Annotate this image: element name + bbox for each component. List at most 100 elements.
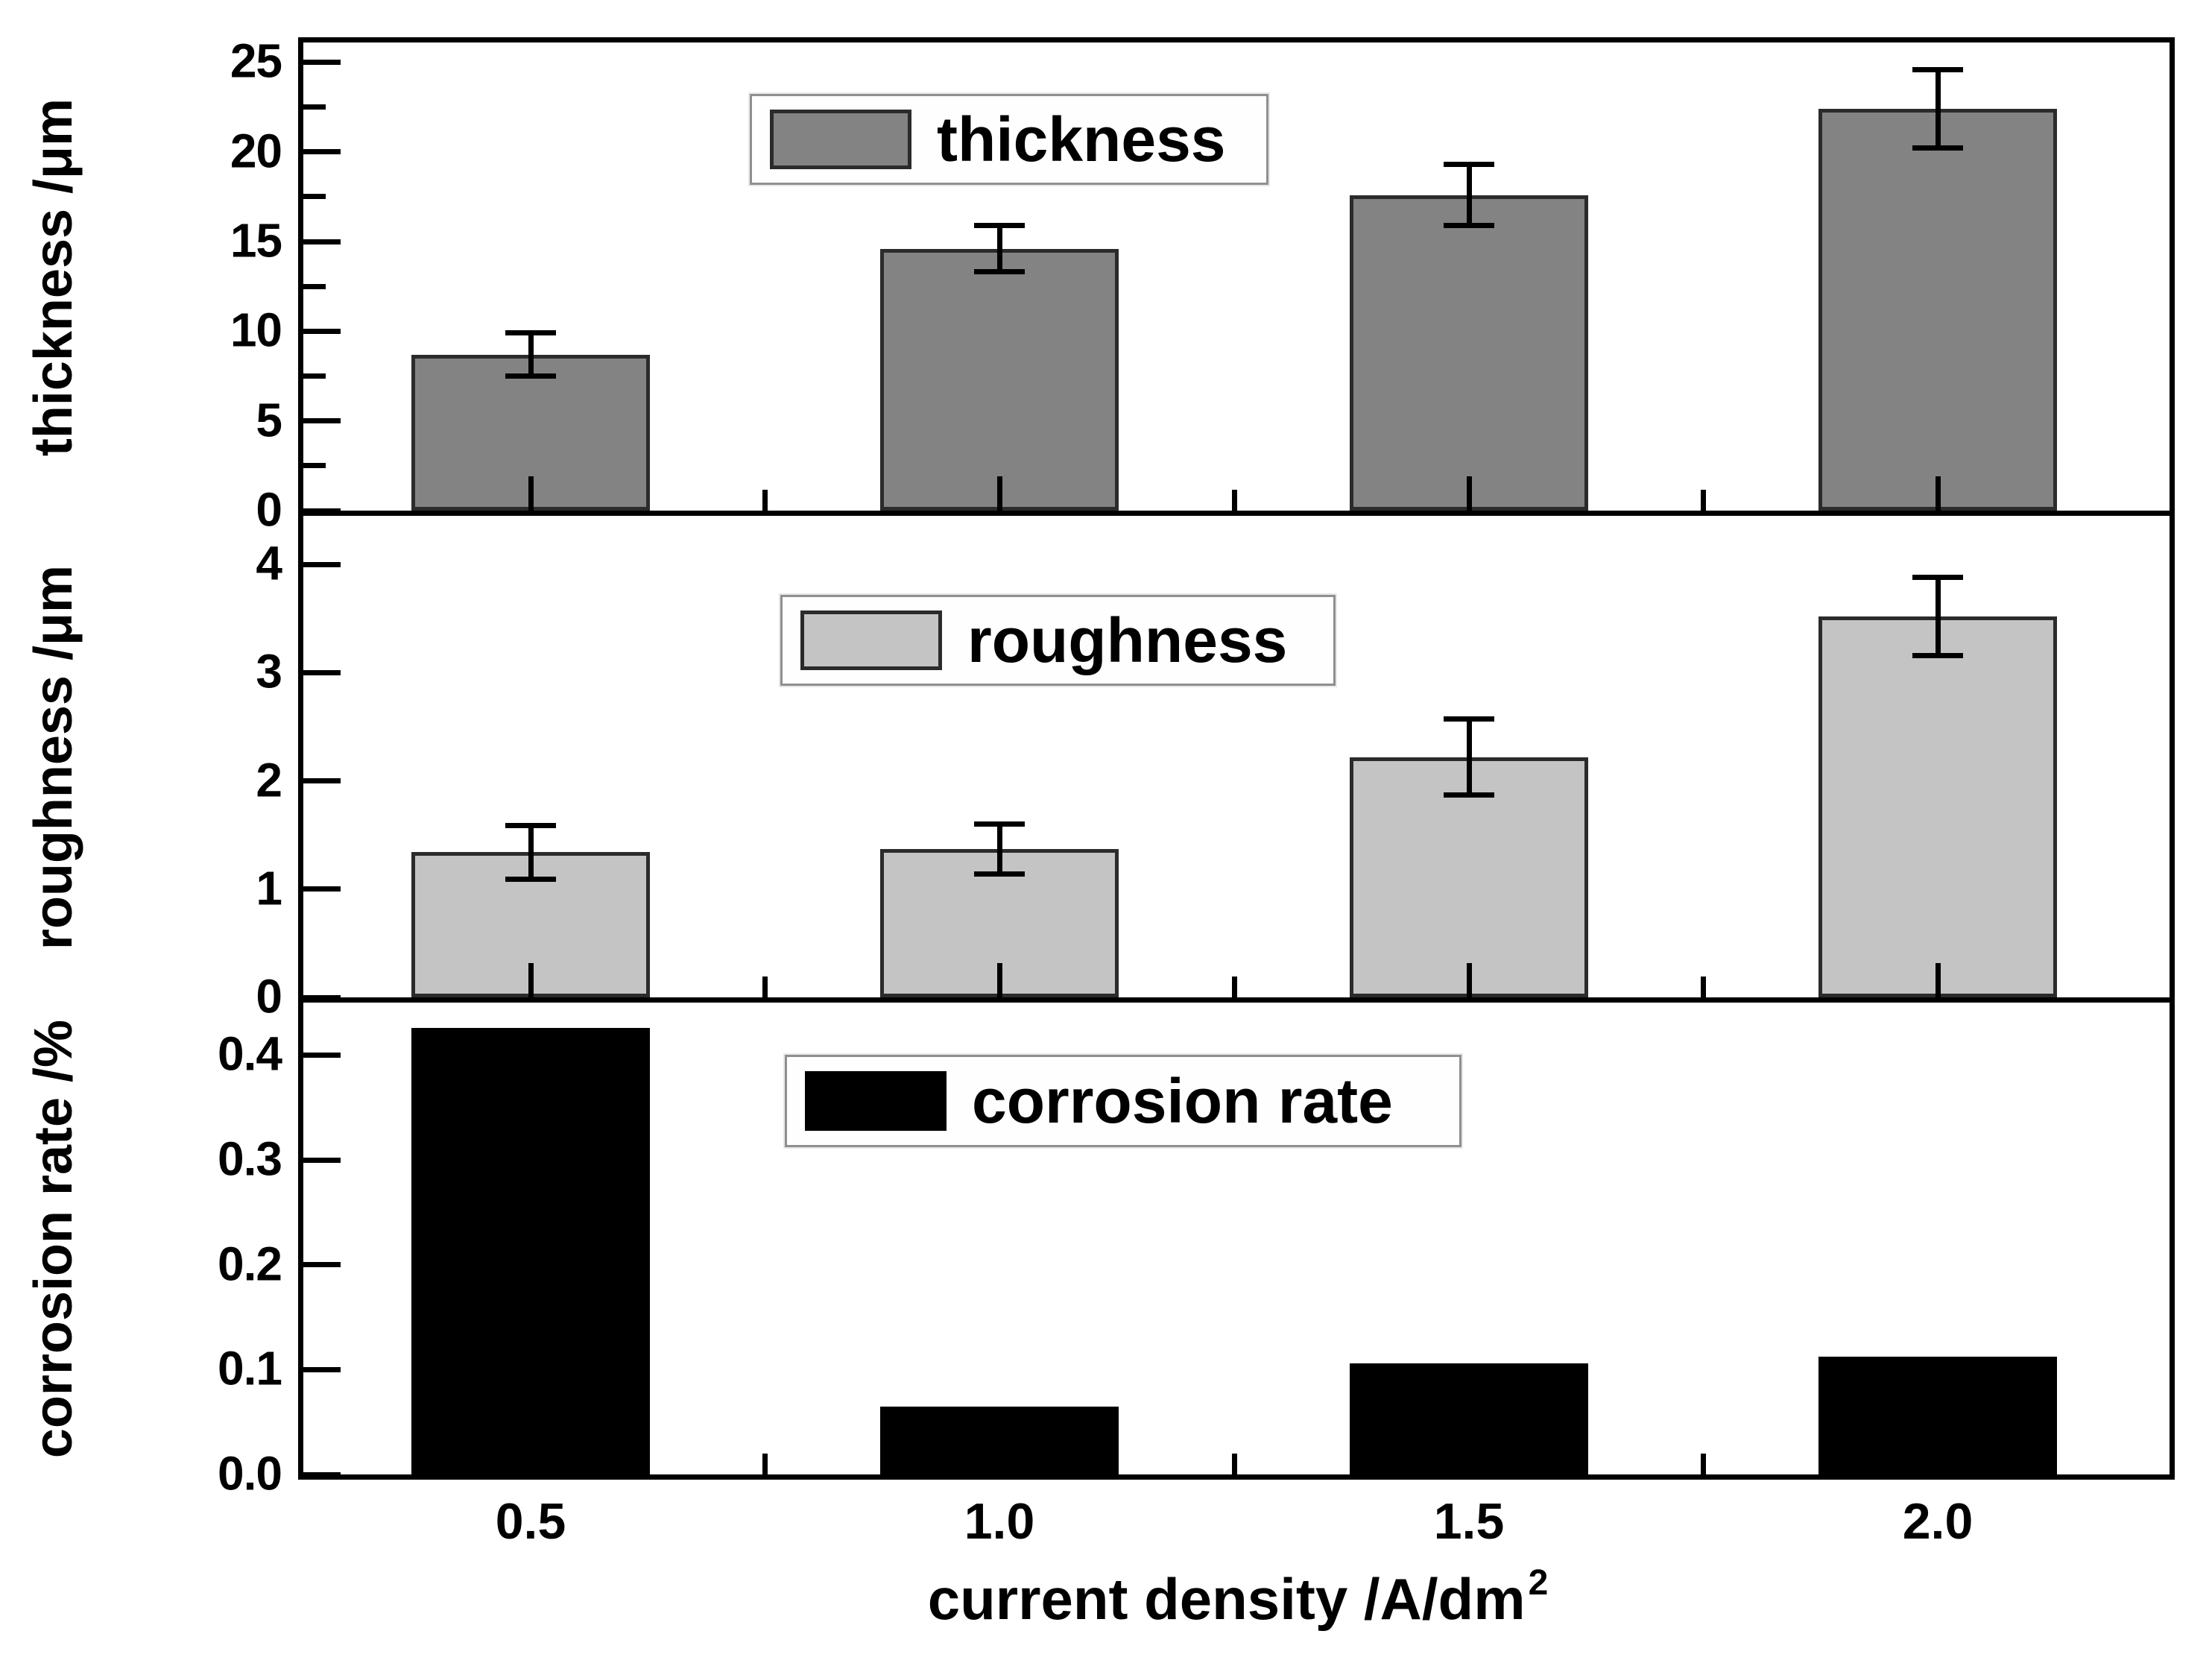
roughness-y-tick-label: 1 — [256, 861, 282, 915]
corrosion-rate-x-minor-tick — [1700, 1454, 1706, 1474]
thickness-error-cap-high-2.0 — [1912, 66, 1963, 72]
corrosion-rate-y-major-tick — [303, 1262, 341, 1268]
thickness-y-minor-tick — [303, 104, 326, 110]
x-axis-title-text: current density /A/dm — [927, 1566, 1526, 1632]
thickness-y-minor-tick — [303, 463, 326, 469]
thickness-error-bar-1.5 — [1466, 164, 1472, 226]
legend-roughness: roughness — [780, 595, 1336, 686]
legend-label: thickness — [937, 104, 1226, 174]
corrosion-rate-x-major-tick — [528, 1440, 534, 1474]
roughness-error-cap-high-1.0 — [974, 821, 1025, 827]
legend-thickness: thickness — [750, 94, 1268, 185]
roughness-error-bar-1.5 — [1466, 719, 1472, 795]
thickness-y-major-tick — [303, 418, 341, 424]
roughness-error-cap-high-1.5 — [1444, 716, 1494, 722]
legend-label: roughness — [967, 605, 1288, 675]
x-tick-label-1.0: 1.0 — [964, 1493, 1035, 1550]
roughness-y-major-tick — [303, 994, 341, 1000]
x-axis-title: current density /A/dm2 — [927, 1563, 1549, 1633]
panel-thickness — [298, 37, 2175, 516]
thickness-y-tick-label: 15 — [230, 213, 282, 268]
y-axis-title-corrosion-rate: corrosion rate /% — [24, 1019, 83, 1459]
corrosion-rate-swatch-icon — [805, 1071, 947, 1131]
thickness-y-tick-label: 25 — [230, 34, 282, 88]
roughness-y-tick-label: 2 — [256, 753, 282, 807]
thickness-y-tick-label: 20 — [230, 124, 282, 178]
roughness-y-tick-label: 0 — [256, 969, 282, 1023]
legend-corrosion-rate: corrosion rate — [785, 1055, 1462, 1147]
roughness-x-minor-tick — [1700, 977, 1706, 997]
roughness-y-major-tick — [303, 886, 341, 892]
roughness-x-minor-tick — [1231, 977, 1237, 997]
roughness-error-cap-high-2.0 — [1912, 575, 1963, 581]
thickness-x-major-tick — [1935, 476, 1941, 511]
roughness-error-bar-1.0 — [996, 824, 1002, 874]
roughness-swatch-icon — [800, 611, 942, 670]
y-axis-title-thickness: thickness /μm — [24, 98, 83, 457]
thickness-y-major-tick — [303, 328, 341, 334]
roughness-x-major-tick — [1935, 963, 1941, 997]
roughness-x-major-tick — [1466, 963, 1472, 997]
x-tick-label-0.5: 0.5 — [495, 1493, 566, 1550]
thickness-x-minor-tick — [1700, 490, 1706, 511]
roughness-x-minor-tick — [762, 977, 768, 997]
thickness-y-major-tick — [303, 239, 341, 244]
roughness-y-major-tick — [303, 561, 341, 567]
roughness-y-tick-label: 4 — [256, 536, 282, 590]
corrosion-rate-bar-0.5 — [411, 1027, 650, 1474]
roughness-y-major-tick — [303, 778, 341, 784]
y-axis-title-roughness: roughness /μm — [24, 564, 83, 950]
thickness-error-cap-low-2.0 — [1912, 145, 1963, 151]
thickness-error-cap-high-1.0 — [974, 222, 1025, 228]
x-tick-label-1.5: 1.5 — [1433, 1493, 1505, 1550]
thickness-y-major-tick — [303, 508, 341, 514]
thickness-error-cap-low-1.5 — [1444, 222, 1494, 228]
thickness-error-cap-low-1.0 — [974, 269, 1025, 275]
roughness-x-major-tick — [528, 963, 534, 997]
corrosion-rate-y-major-tick — [303, 1157, 341, 1163]
thickness-y-minor-tick — [303, 373, 326, 379]
corrosion-rate-x-minor-tick — [762, 1454, 768, 1474]
thickness-y-tick-label: 5 — [256, 393, 282, 447]
thickness-bar-1.5 — [1350, 195, 1588, 511]
roughness-error-cap-low-1.5 — [1444, 792, 1494, 798]
roughness-error-cap-low-2.0 — [1912, 652, 1963, 658]
thickness-swatch-icon — [770, 110, 911, 169]
corrosion-rate-y-tick-label: 0.1 — [218, 1341, 282, 1395]
thickness-x-minor-tick — [1231, 490, 1237, 511]
corrosion-rate-y-tick-label: 0.3 — [218, 1132, 282, 1186]
thickness-bar-1.0 — [880, 248, 1119, 511]
thickness-y-tick-label: 0 — [256, 482, 282, 537]
corrosion-rate-x-major-tick — [1935, 1440, 1941, 1474]
thickness-error-bar-0.5 — [528, 332, 534, 376]
thickness-x-major-tick — [1466, 476, 1472, 511]
thickness-error-cap-high-1.5 — [1444, 162, 1494, 168]
corrosion-rate-x-major-tick — [1466, 1440, 1472, 1474]
thickness-x-major-tick — [528, 476, 534, 511]
roughness-error-cap-low-1.0 — [974, 871, 1025, 877]
thickness-error-cap-low-0.5 — [505, 373, 556, 379]
roughness-x-major-tick — [996, 963, 1002, 997]
corrosion-rate-y-tick-label: 0.0 — [218, 1446, 282, 1501]
thickness-y-major-tick — [303, 59, 341, 65]
corrosion-rate-y-major-tick — [303, 1471, 341, 1477]
corrosion-rate-y-tick-label: 0.4 — [218, 1026, 282, 1081]
thickness-x-minor-tick — [762, 490, 768, 511]
thickness-y-tick-label: 10 — [230, 303, 282, 357]
panel-corrosion-rate — [298, 1003, 2175, 1480]
thickness-bar-2.0 — [1818, 109, 2057, 511]
x-tick-label-2.0: 2.0 — [1902, 1493, 1974, 1550]
thickness-y-minor-tick — [303, 194, 326, 200]
corrosion-rate-x-minor-tick — [1231, 1454, 1237, 1474]
corrosion-rate-x-major-tick — [996, 1440, 1002, 1474]
thickness-y-major-tick — [303, 149, 341, 155]
roughness-error-bar-2.0 — [1935, 577, 1941, 656]
panel-roughness — [298, 516, 2175, 1003]
roughness-error-cap-low-0.5 — [505, 877, 556, 883]
roughness-y-major-tick — [303, 669, 341, 675]
roughness-bar-2.0 — [1818, 616, 2057, 997]
corrosion-rate-y-major-tick — [303, 1366, 341, 1372]
thickness-y-minor-tick — [303, 283, 326, 289]
thickness-error-bar-2.0 — [1935, 69, 1941, 148]
